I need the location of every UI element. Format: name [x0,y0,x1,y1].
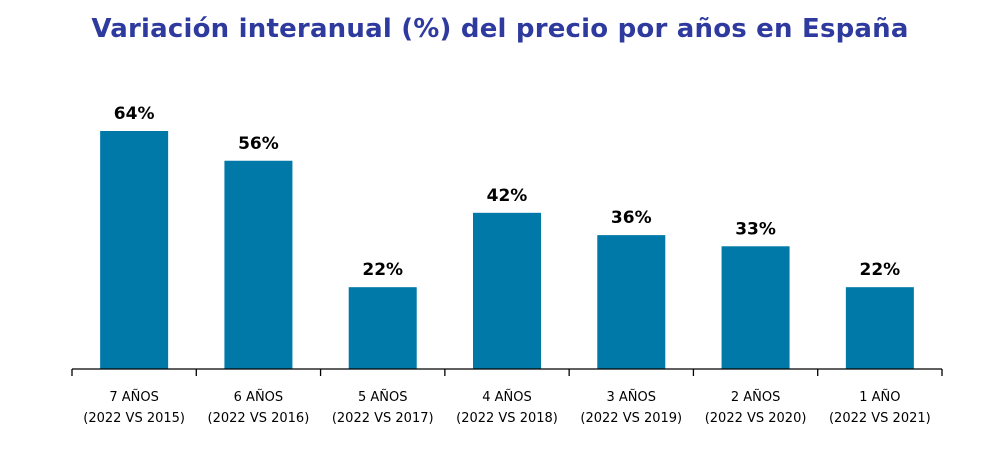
x-tick-label: 3 AÑOS [607,389,657,405]
x-tick-label: 4 AÑOS [482,389,532,405]
chart-title: Variación interanual (%) del precio por … [91,14,909,44]
bar [100,131,169,369]
bar [721,246,790,369]
data-label: 42% [487,186,528,206]
data-label: 64% [114,104,155,124]
x-tick-sublabel: (2022 VS 2019) [580,411,682,426]
bar [597,235,666,369]
data-label: 33% [735,219,776,239]
x-tick-label: 5 AÑOS [358,389,408,405]
data-label: 22% [860,260,901,280]
x-tick-sublabel: (2022 VS 2016) [208,411,310,426]
x-tick-label: 1 AÑO [859,389,900,405]
x-tick-label: 2 AÑOS [731,389,781,405]
x-tick-sublabel: (2022 VS 2018) [456,411,558,426]
bar [348,287,417,369]
bar [224,160,293,369]
x-tick-sublabel: (2022 VS 2021) [829,411,931,426]
data-label: 56% [238,134,279,154]
x-tick-label: 7 AÑOS [109,389,159,405]
data-label: 36% [611,208,652,228]
bar [473,212,541,369]
bar [845,287,914,369]
x-tick-sublabel: (2022 VS 2017) [332,411,434,426]
data-label: 22% [362,260,403,280]
x-tick-sublabel: (2022 VS 2015) [83,411,185,426]
x-tick-sublabel: (2022 VS 2020) [705,411,807,426]
x-tick-label: 6 AÑOS [234,389,284,405]
